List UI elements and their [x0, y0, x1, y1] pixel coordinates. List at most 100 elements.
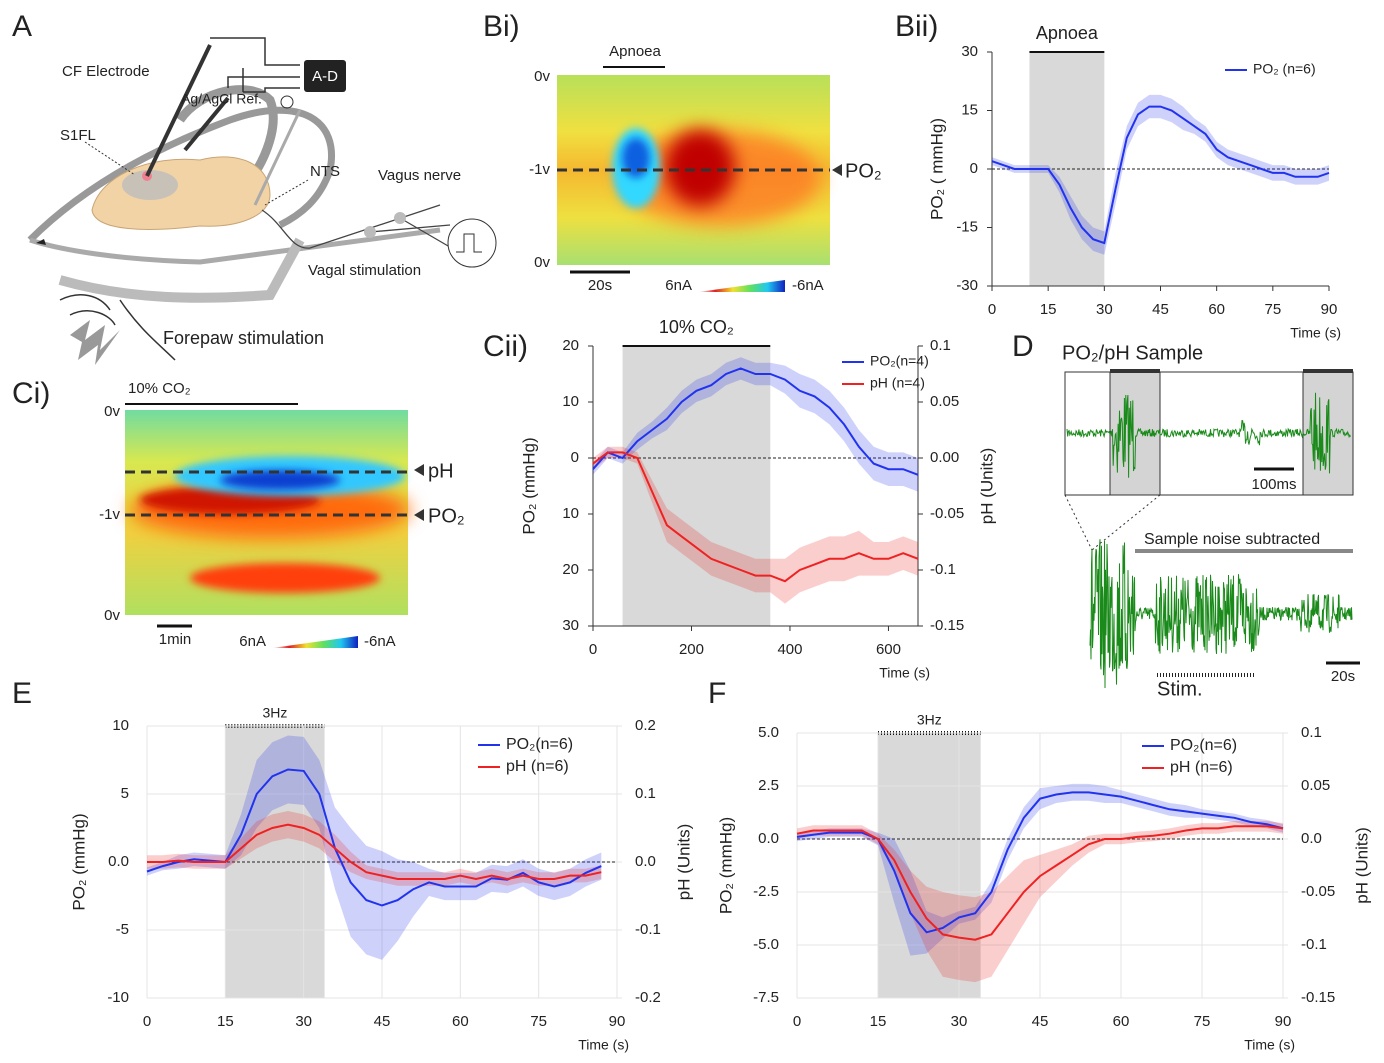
- diagram-label: NTS: [310, 163, 340, 180]
- y2-tick-label: 0.1: [930, 337, 951, 354]
- ref-electrode: [183, 96, 230, 152]
- pulse: [456, 233, 482, 253]
- heatmap-ci: pH PO₂ 10% CO₂ 0v -1v 0v 1min 6nA -6nA: [99, 380, 465, 650]
- y-tick-label: 10: [112, 717, 129, 734]
- colorbar: [698, 280, 785, 292]
- arrow: [832, 164, 842, 176]
- legend-label: PO₂(n=6): [1170, 737, 1237, 754]
- y2-tick-label: 0.2: [635, 717, 656, 734]
- legend-label: PO₂(n=4): [870, 353, 929, 369]
- series-line: [796, 825, 1284, 941]
- y2-tick-label: 0.00: [930, 449, 959, 466]
- diagram-label: CF Electrode: [62, 63, 150, 80]
- x-axis-label: Time (s): [1244, 1037, 1295, 1053]
- y2-tick-label: -0.2: [635, 989, 661, 1006]
- scale-label: 1min: [159, 631, 192, 648]
- y2-tick-label: -0.05: [930, 505, 964, 522]
- y2-tick-label: -0.15: [1301, 989, 1335, 1006]
- y-tick-label: 2.5: [758, 777, 779, 794]
- cbar-label: -6nA: [364, 633, 396, 650]
- scale-label: 100ms: [1251, 476, 1296, 493]
- y2-tick-label: -0.15: [930, 617, 964, 634]
- heat-blob: [190, 563, 380, 593]
- x-tick-label: 0: [143, 1013, 151, 1030]
- y2-tick-label: -0.1: [930, 561, 956, 578]
- y-tick-label: -5.0: [753, 936, 779, 953]
- x-tick-label: 75: [530, 1013, 547, 1030]
- x-tick-label: 15: [1040, 301, 1057, 318]
- error-band: [797, 783, 1283, 956]
- ground: [280, 95, 294, 109]
- stim-electrode: [394, 212, 406, 224]
- line-label: PO₂: [428, 505, 465, 527]
- x-tick-label: 45: [1032, 1013, 1049, 1030]
- colorbar: [272, 636, 358, 648]
- scale-label: 20s: [1331, 668, 1355, 685]
- region: [122, 170, 178, 200]
- y2-tick-label: -0.1: [635, 921, 661, 938]
- series-line: [147, 823, 602, 881]
- y-tick-label: 30: [562, 617, 579, 634]
- stim-label: Stim.: [1157, 678, 1203, 700]
- x-tick-label: 75: [1194, 1013, 1211, 1030]
- legend-label: pH (n=6): [1170, 759, 1233, 776]
- y-tick-label: 10: [562, 505, 579, 522]
- diagram-label: Ag/AgCl Ref.: [181, 91, 262, 107]
- y2-tick-label: -0.1: [1301, 936, 1327, 953]
- y-tick-label: -15: [956, 218, 978, 235]
- neck: [58, 237, 305, 303]
- nose: [36, 239, 46, 245]
- diagram-label: Forepaw stimulation: [163, 328, 324, 348]
- y2-tick-label: 0.0: [1301, 830, 1322, 847]
- error-band: [147, 811, 602, 886]
- panel-label: F: [708, 677, 726, 710]
- y2-tick-label: 0.1: [635, 785, 656, 802]
- y-tick-label: -2.5: [753, 883, 779, 900]
- shade-label: Apnoea: [1036, 23, 1099, 43]
- y-tick-label: 0.0: [108, 853, 129, 870]
- series-line: [592, 451, 919, 583]
- y2-axis-label: pH (Units): [977, 448, 996, 525]
- diagram-label: Vagus nerve: [378, 167, 461, 184]
- y-axis-label: PO₂ (mmHg): [716, 817, 735, 914]
- line-label: PO₂: [845, 160, 882, 182]
- y2-tick-label: -0.05: [1301, 883, 1335, 900]
- y2-tick-label: 0.05: [1301, 777, 1330, 794]
- nerve: [261, 204, 456, 251]
- y2-tick-label: 0.05: [930, 393, 959, 410]
- y-tick-label: -30: [956, 277, 978, 294]
- panel-label: Cii): [483, 330, 528, 363]
- x-tick-label: 75: [1264, 301, 1281, 318]
- cbar-label: -6nA: [792, 277, 824, 294]
- y-axis-label: PO₂ (mmHg): [69, 813, 88, 910]
- trace: [1066, 392, 1351, 478]
- panel-title: PO₂/pH Sample: [1062, 342, 1203, 364]
- x-tick-label: 60: [1208, 301, 1225, 318]
- error-band: [992, 94, 1329, 255]
- y-tick-label: 5: [121, 785, 129, 802]
- y-tick-label: 10: [562, 393, 579, 410]
- x-axis-label: Time (s): [1290, 325, 1341, 341]
- line-label: pH: [428, 460, 454, 482]
- y-tick-label: -7.5: [753, 989, 779, 1006]
- ad-label: A-D: [312, 68, 338, 85]
- ad-box: [304, 60, 346, 92]
- x-tick-label: 60: [452, 1013, 469, 1030]
- y2-axis-label: pH (Units): [1352, 827, 1371, 904]
- error-band: [593, 446, 918, 604]
- x-tick-label: 600: [876, 641, 901, 658]
- y-label: 0v: [534, 68, 550, 85]
- x-tick-label: 45: [374, 1013, 391, 1030]
- y-label: 0v: [534, 254, 550, 271]
- panel-d: PO₂/pH Sample 100ms Sample noise subtrac…: [1062, 342, 1360, 700]
- heatmap-title: 10% CO₂: [128, 380, 191, 397]
- legend-label: PO₂(n=6): [506, 736, 573, 753]
- x-tick-label: 30: [295, 1013, 312, 1030]
- y-tick-label: 15: [961, 101, 978, 118]
- x-tick-label: 60: [1113, 1013, 1130, 1030]
- panel-label: Bii): [895, 10, 938, 43]
- shade-label: 3Hz: [917, 712, 942, 728]
- wires: [210, 37, 300, 93]
